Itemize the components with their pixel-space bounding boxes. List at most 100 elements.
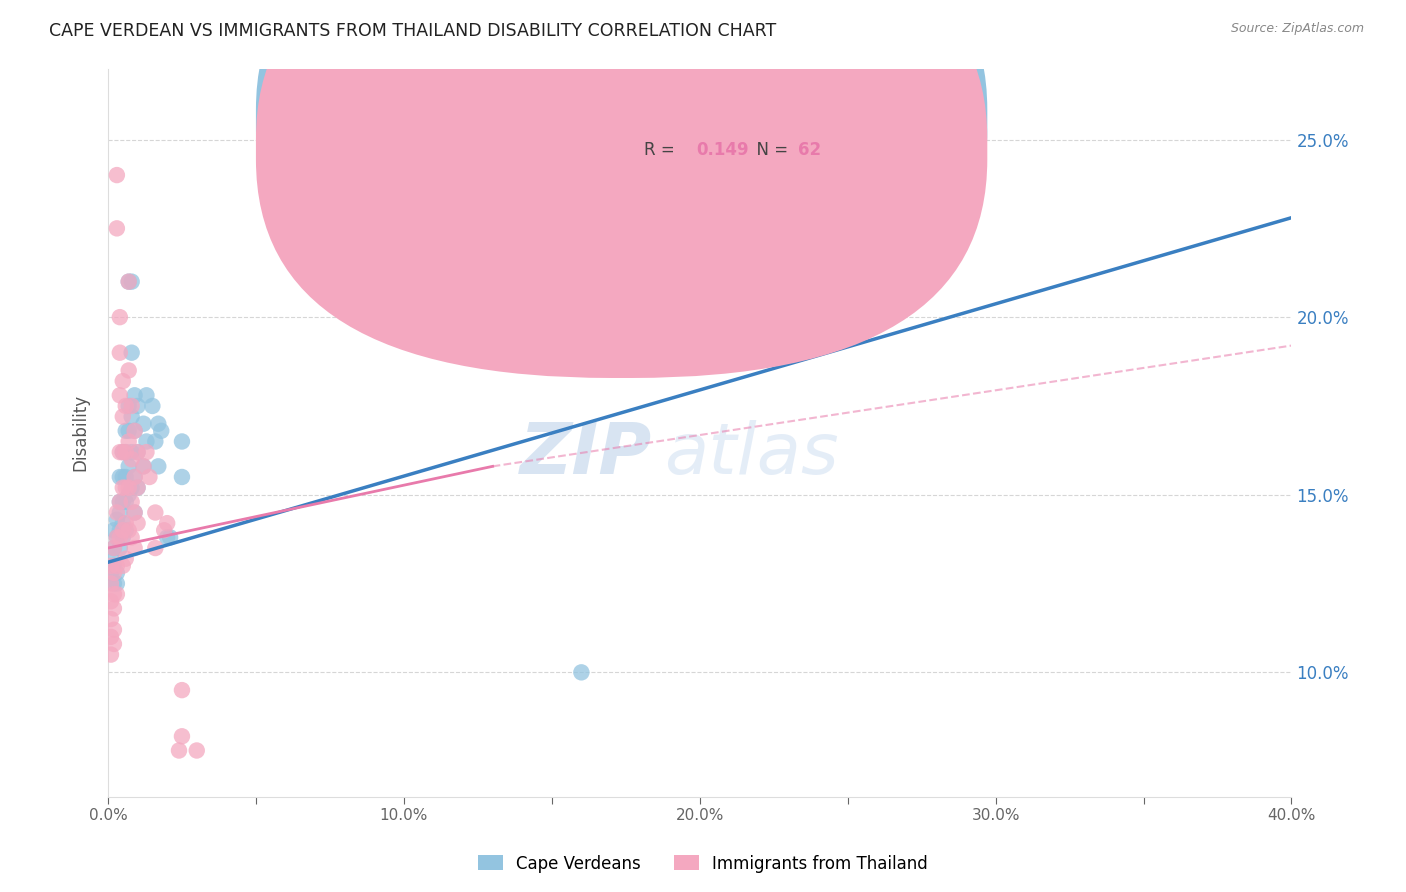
Text: N =: N = — [745, 112, 793, 130]
Point — [159, 530, 181, 544]
Text: 57: 57 — [799, 112, 821, 130]
Point — [170, 470, 193, 484]
Point — [127, 445, 149, 459]
Point — [167, 743, 190, 757]
Point — [114, 399, 136, 413]
Point — [105, 576, 128, 591]
Text: N =: N = — [745, 141, 793, 159]
Point — [114, 495, 136, 509]
Point — [103, 587, 125, 601]
Point — [103, 541, 125, 555]
Point — [148, 459, 170, 474]
Point — [105, 566, 128, 580]
Point — [143, 506, 166, 520]
Point — [111, 445, 134, 459]
Text: R =: R = — [644, 112, 681, 130]
Point — [105, 513, 128, 527]
Point — [121, 409, 143, 424]
Point — [103, 566, 125, 580]
Point — [156, 530, 179, 544]
Point — [100, 566, 122, 580]
Point — [111, 445, 134, 459]
Text: atlas: atlas — [664, 420, 839, 489]
Point — [127, 445, 149, 459]
Point — [143, 434, 166, 449]
Point — [103, 623, 125, 637]
Point — [118, 488, 141, 502]
Point — [170, 434, 193, 449]
Point — [143, 541, 166, 555]
FancyBboxPatch shape — [256, 0, 987, 378]
Point — [141, 399, 163, 413]
Point — [118, 424, 141, 438]
Point — [121, 530, 143, 544]
Point — [135, 445, 157, 459]
Point — [132, 459, 155, 474]
Point — [114, 445, 136, 459]
Point — [111, 558, 134, 573]
Point — [111, 409, 134, 424]
Point — [925, 132, 948, 146]
Point — [118, 275, 141, 289]
Point — [111, 495, 134, 509]
Text: 0.149: 0.149 — [696, 141, 749, 159]
Text: R =: R = — [644, 141, 681, 159]
Point — [127, 481, 149, 495]
Point — [127, 481, 149, 495]
Point — [100, 576, 122, 591]
Point — [108, 310, 131, 325]
Point — [124, 541, 146, 555]
Point — [124, 506, 146, 520]
Point — [186, 743, 208, 757]
Point — [108, 470, 131, 484]
FancyBboxPatch shape — [256, 0, 987, 349]
Point — [105, 558, 128, 573]
Point — [156, 516, 179, 531]
Point — [118, 434, 141, 449]
Point — [100, 648, 122, 662]
Y-axis label: Disability: Disability — [72, 394, 89, 471]
Point — [150, 424, 173, 438]
Point — [138, 470, 160, 484]
Point — [118, 459, 141, 474]
Point — [114, 424, 136, 438]
Legend: Cape Verdeans, Immigrants from Thailand: Cape Verdeans, Immigrants from Thailand — [471, 848, 935, 880]
Point — [114, 481, 136, 495]
Point — [114, 445, 136, 459]
Point — [153, 523, 176, 537]
Text: 62: 62 — [799, 141, 821, 159]
Point — [124, 424, 146, 438]
Point — [108, 345, 131, 359]
Point — [103, 541, 125, 555]
Text: ZIP: ZIP — [520, 420, 652, 489]
Point — [121, 452, 143, 467]
Point — [103, 601, 125, 615]
Point — [170, 683, 193, 698]
Point — [118, 363, 141, 377]
Point — [108, 495, 131, 509]
Point — [103, 558, 125, 573]
Point — [118, 523, 141, 537]
Point — [124, 470, 146, 484]
Point — [121, 345, 143, 359]
Point — [121, 481, 143, 495]
Point — [100, 612, 122, 626]
Point — [111, 481, 134, 495]
Point — [121, 275, 143, 289]
Point — [114, 551, 136, 566]
Point — [127, 399, 149, 413]
Point — [124, 424, 146, 438]
Point — [111, 516, 134, 531]
Point — [111, 523, 134, 537]
Point — [121, 399, 143, 413]
Point — [114, 516, 136, 531]
Point — [108, 388, 131, 402]
Point — [114, 523, 136, 537]
Point — [105, 168, 128, 182]
Point — [569, 665, 592, 680]
Point — [100, 558, 122, 573]
Point — [103, 576, 125, 591]
Point — [105, 506, 128, 520]
Text: CAPE VERDEAN VS IMMIGRANTS FROM THAILAND DISABILITY CORRELATION CHART: CAPE VERDEAN VS IMMIGRANTS FROM THAILAND… — [49, 22, 776, 40]
Text: 0.397: 0.397 — [696, 112, 749, 130]
